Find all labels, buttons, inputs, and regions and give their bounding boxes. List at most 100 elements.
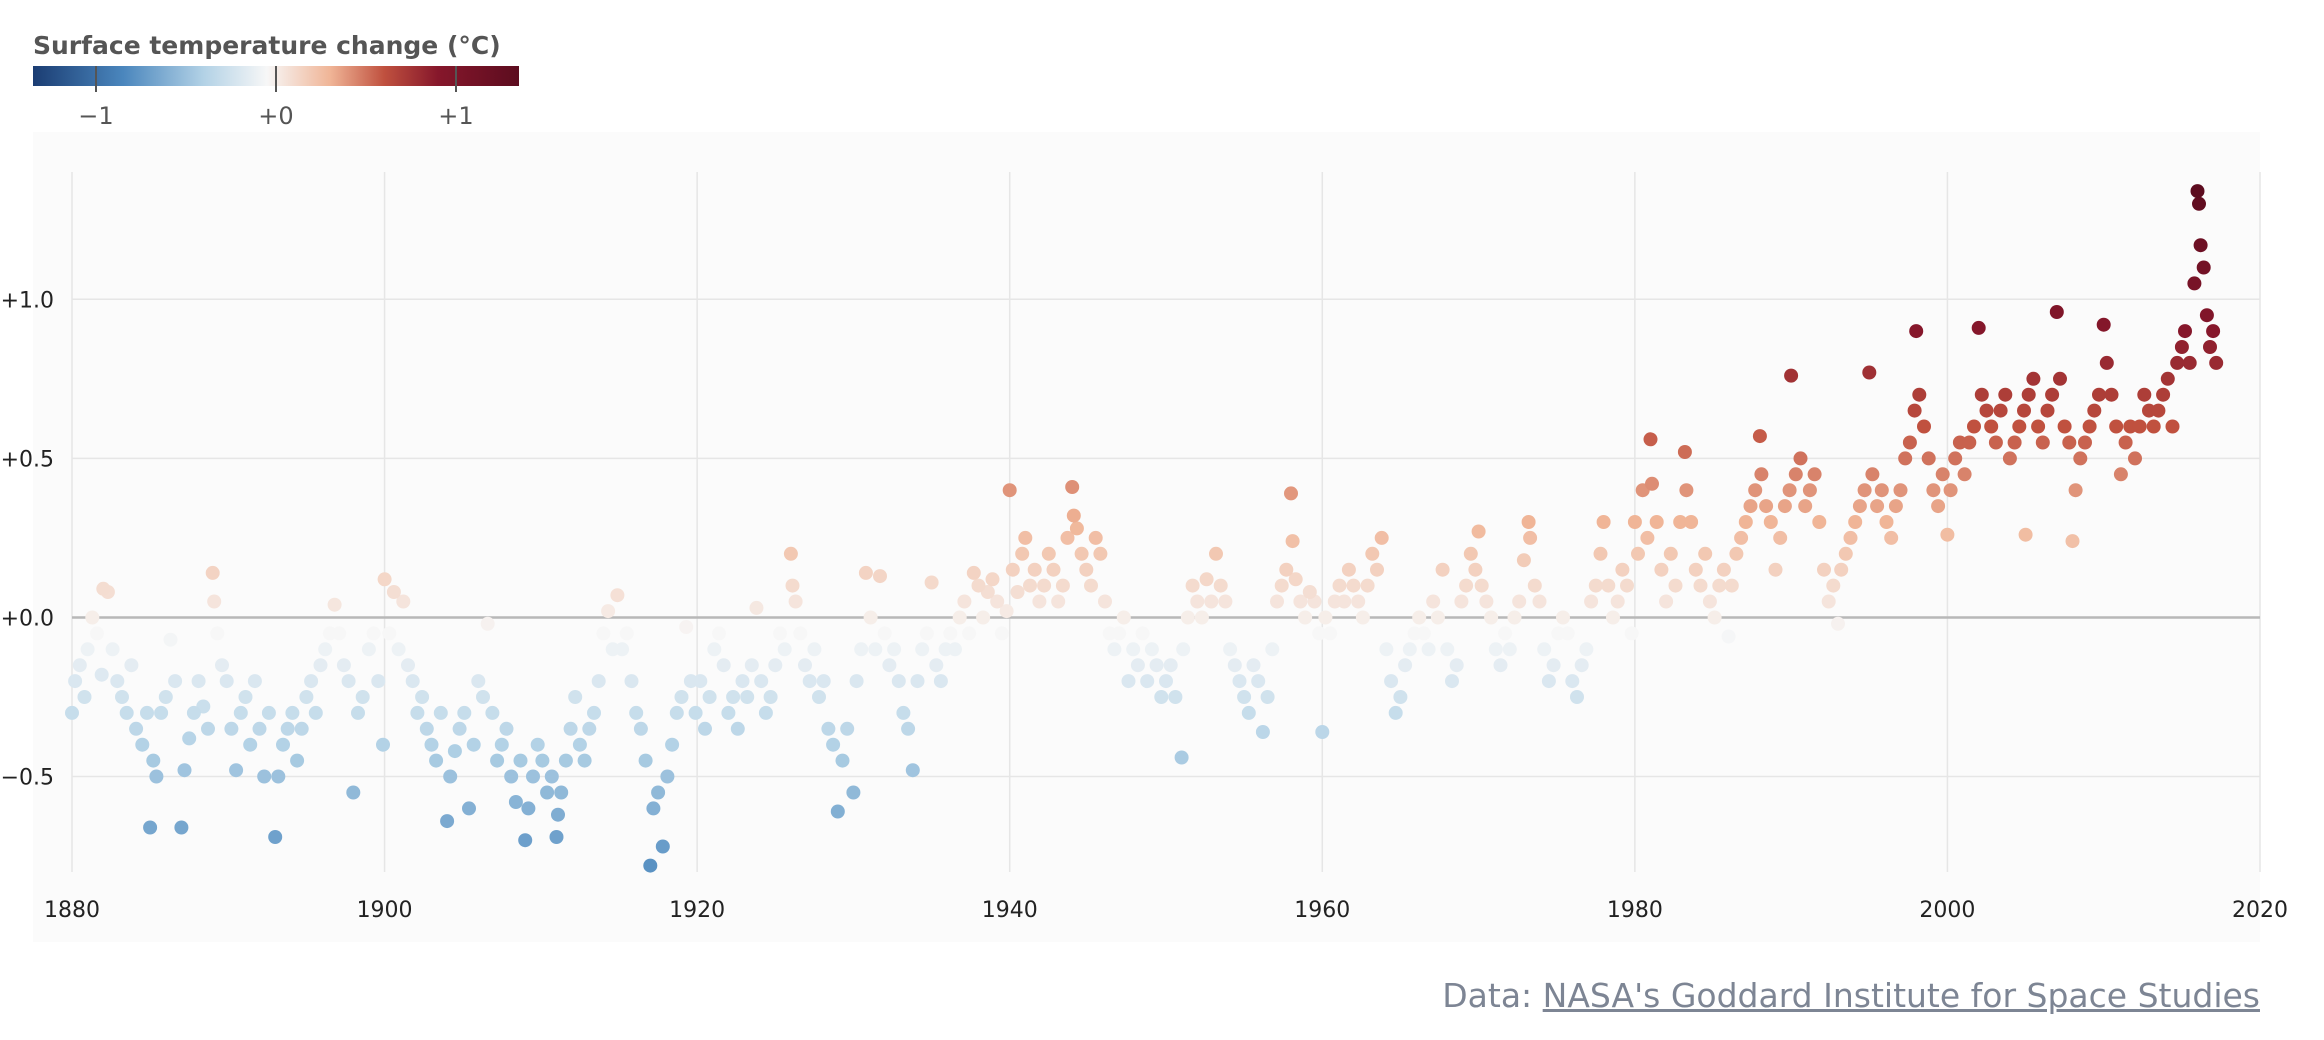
data-point (346, 785, 361, 800)
data-point (2049, 305, 2064, 319)
data-point (1879, 515, 1894, 529)
data-point (629, 705, 644, 720)
data-point (90, 626, 104, 641)
data-point (591, 674, 606, 689)
data-point (1015, 546, 1030, 561)
data-point (1018, 530, 1033, 545)
data-point (999, 604, 1014, 619)
data-point (1931, 499, 1946, 514)
data-point (2092, 387, 2106, 402)
data-point (294, 721, 309, 736)
data-point (826, 737, 841, 752)
data-point (1523, 530, 1538, 545)
data-point (382, 626, 397, 641)
data-point (966, 565, 981, 580)
data-point (1355, 610, 1370, 625)
data-point (1546, 658, 1561, 673)
data-point (679, 620, 694, 634)
data-point (901, 721, 916, 736)
data-point (1565, 674, 1580, 689)
data-point (707, 642, 722, 657)
data-point (971, 578, 986, 593)
data-point (985, 572, 1000, 587)
data-point (1532, 594, 1547, 609)
data-point (1066, 508, 1081, 523)
data-point (466, 737, 481, 752)
data-point (1498, 626, 1513, 641)
data-point (247, 674, 262, 689)
data-source-credit: Data: NASA's Goddard Institute for Space… (1442, 976, 2260, 1015)
data-point (1051, 594, 1066, 609)
data-point (149, 769, 164, 784)
data-point (299, 690, 314, 704)
data-point (2193, 238, 2208, 253)
data-point (2045, 387, 2060, 402)
data-point (1135, 626, 1150, 641)
data-point (1421, 642, 1436, 657)
data-point (793, 626, 808, 641)
data-point (1479, 594, 1494, 609)
data-point (1624, 626, 1639, 641)
data-point (1909, 324, 1924, 339)
data-point (1684, 515, 1699, 529)
data-point (1541, 674, 1556, 689)
data-point (2146, 419, 2161, 434)
data-point (1782, 483, 1797, 498)
data-point (1759, 499, 1774, 514)
data-point (521, 801, 536, 816)
data-point (601, 604, 616, 619)
legend-tick-label: +1 (438, 102, 473, 130)
data-point (2087, 403, 2102, 418)
data-point (712, 626, 726, 641)
data-point (1777, 499, 1792, 514)
data-point (1379, 642, 1394, 657)
data-point (1023, 578, 1037, 593)
data-point (1412, 610, 1427, 625)
data-point (1862, 365, 1877, 380)
data-point (655, 839, 670, 854)
data-point (129, 721, 144, 736)
data-point (1574, 658, 1589, 673)
data-point (693, 674, 708, 689)
data-point (2118, 435, 2133, 450)
data-point (1060, 530, 1075, 545)
data-point (191, 674, 206, 689)
data-point (660, 769, 675, 784)
data-point (1640, 530, 1655, 545)
data-point (1512, 594, 1527, 609)
data-point (1315, 725, 1330, 739)
data-point (1346, 578, 1361, 593)
data-point (763, 690, 778, 704)
data-point (1199, 572, 1214, 587)
data-point (2199, 308, 2214, 323)
data-point (1902, 435, 1917, 450)
data-point (215, 658, 229, 673)
data-point (429, 753, 444, 768)
data-point (1204, 594, 1219, 609)
data-point (376, 737, 390, 752)
data-point (1874, 483, 1889, 498)
data-point (1449, 658, 1464, 673)
data-point (341, 674, 356, 689)
data-point (2174, 340, 2189, 354)
data-point (1712, 578, 1727, 593)
data-point (749, 600, 764, 615)
data-point (830, 804, 845, 819)
data-point (1793, 451, 1808, 466)
data-point (1527, 578, 1542, 593)
data-point (846, 785, 861, 800)
data-point (163, 632, 178, 647)
data-point (313, 658, 328, 673)
data-point (840, 721, 855, 736)
data-point (1227, 658, 1242, 673)
data-point (1852, 499, 1867, 514)
data-point (336, 658, 351, 673)
data-point (1270, 594, 1284, 609)
data-point (1848, 515, 1863, 529)
data-point (401, 658, 415, 673)
data-point (2190, 184, 2205, 199)
data-point (1716, 562, 1731, 577)
source-link[interactable]: NASA's Goddard Institute for Space Studi… (1542, 976, 2260, 1015)
data-point (669, 705, 684, 720)
data-point (1673, 515, 1688, 529)
